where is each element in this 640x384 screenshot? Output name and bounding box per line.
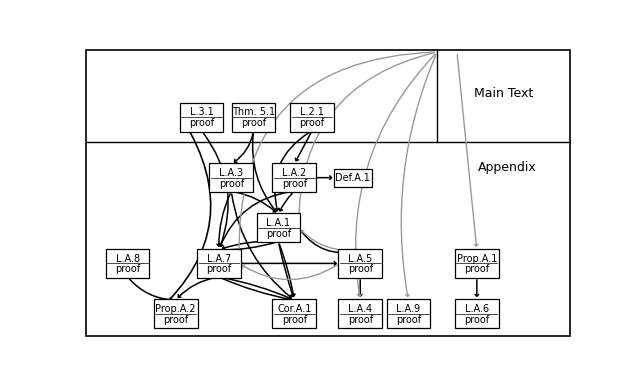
Text: proof: proof [348, 314, 373, 324]
Text: proof: proof [115, 265, 140, 275]
Text: L.A.4: L.A.4 [348, 304, 372, 314]
Text: L.A.1: L.A.1 [266, 218, 291, 228]
FancyBboxPatch shape [197, 249, 241, 278]
Text: Prop.A.2: Prop.A.2 [156, 304, 196, 314]
Text: Thm. 5.1: Thm. 5.1 [232, 108, 275, 118]
Text: Def.A.1: Def.A.1 [335, 173, 370, 183]
Text: L.A.7: L.A.7 [207, 254, 231, 264]
Text: proof: proof [282, 314, 307, 324]
FancyBboxPatch shape [232, 103, 275, 132]
FancyBboxPatch shape [387, 299, 430, 328]
FancyBboxPatch shape [180, 103, 223, 132]
FancyBboxPatch shape [273, 163, 316, 192]
Text: L.3.1: L.3.1 [189, 108, 213, 118]
FancyBboxPatch shape [273, 299, 316, 328]
FancyBboxPatch shape [334, 169, 372, 187]
Text: proof: proof [266, 229, 291, 239]
Text: L.2.1: L.2.1 [300, 108, 324, 118]
FancyBboxPatch shape [455, 249, 499, 278]
Text: L.A.9: L.A.9 [396, 304, 420, 314]
Text: proof: proof [464, 265, 490, 275]
Text: proof: proof [163, 314, 188, 324]
Text: proof: proof [206, 265, 232, 275]
Text: proof: proof [189, 118, 214, 128]
FancyBboxPatch shape [455, 299, 499, 328]
FancyBboxPatch shape [291, 103, 334, 132]
Text: L.A.2: L.A.2 [282, 168, 307, 178]
Text: proof: proof [348, 265, 373, 275]
FancyBboxPatch shape [106, 249, 150, 278]
Text: L.A.3: L.A.3 [220, 168, 243, 178]
Text: L.A.6: L.A.6 [465, 304, 489, 314]
Text: proof: proof [396, 314, 421, 324]
Text: L.A.8: L.A.8 [116, 254, 140, 264]
FancyBboxPatch shape [339, 299, 382, 328]
FancyBboxPatch shape [209, 163, 253, 192]
Text: proof: proof [241, 118, 266, 128]
Text: proof: proof [219, 179, 244, 189]
FancyBboxPatch shape [154, 299, 198, 328]
Text: proof: proof [282, 179, 307, 189]
Text: Main Text: Main Text [474, 87, 534, 100]
Text: proof: proof [464, 314, 490, 324]
Text: Appendix: Appendix [478, 161, 537, 174]
FancyBboxPatch shape [257, 214, 300, 242]
Text: Cor.A.1: Cor.A.1 [277, 304, 312, 314]
Text: Prop.A.1: Prop.A.1 [456, 254, 497, 264]
Text: proof: proof [300, 118, 324, 128]
Text: L.A.5: L.A.5 [348, 254, 372, 264]
FancyBboxPatch shape [339, 249, 382, 278]
